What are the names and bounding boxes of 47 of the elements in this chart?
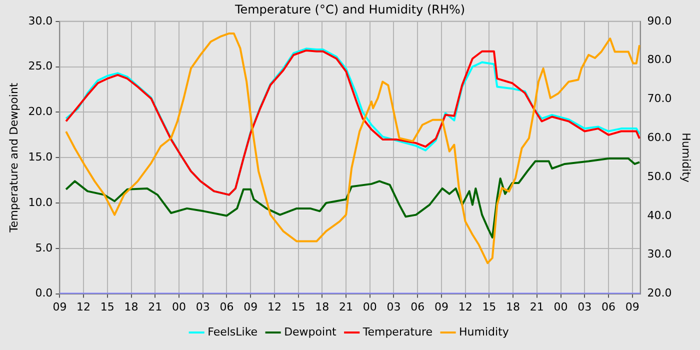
y-tick-label: 10.0 xyxy=(28,196,53,209)
legend-label: FeelsLike xyxy=(208,325,258,338)
x-tick-label: 18 xyxy=(506,300,520,314)
x-tick-label: 06 xyxy=(410,300,425,314)
y-axis-title: Temperature and Dewpoint xyxy=(7,82,20,234)
x-tick-label: 03 xyxy=(386,300,401,314)
x-tick-label: 21 xyxy=(148,300,162,314)
x-tick-label: 21 xyxy=(530,300,544,314)
y-tick-label: 5.0 xyxy=(35,241,53,254)
y-tick-label: 15.0 xyxy=(28,150,53,164)
y2-tick-label: 60.0 xyxy=(647,131,672,144)
legend-label: Humidity xyxy=(459,325,510,338)
y-tick-label: 25.0 xyxy=(28,60,53,73)
x-tick-label: 18 xyxy=(124,300,138,314)
y-tick-label: 30.0 xyxy=(28,14,53,28)
x-tick-label: 03 xyxy=(196,300,210,314)
x-tick-label: 06 xyxy=(601,300,616,314)
x-tick-label: 15 xyxy=(291,300,306,314)
x-tick-label: 15 xyxy=(100,300,114,314)
x-tick-label: 12 xyxy=(76,300,91,314)
y2-tick-label: 40.0 xyxy=(647,208,672,222)
x-tick-label: 18 xyxy=(315,300,330,314)
chart-title: Temperature (°C) and Humidity (RH%) xyxy=(234,2,466,16)
x-tick-label: 15 xyxy=(482,300,496,314)
y-tick-label: 20.0 xyxy=(28,105,53,118)
x-tick-label: 00 xyxy=(362,300,377,314)
y2-axis-title: Humidity xyxy=(680,132,693,184)
y2-tick-label: 80.0 xyxy=(647,53,672,66)
x-tick-label: 21 xyxy=(339,300,354,314)
y2-tick-label: 20.0 xyxy=(647,286,672,300)
legend-label: Temperature xyxy=(362,325,433,338)
x-tick-label: 12 xyxy=(267,300,282,314)
x-tick-label: 00 xyxy=(554,300,568,314)
x-tick-label: 09 xyxy=(244,300,258,314)
y2-tick-label: 70.0 xyxy=(647,92,672,106)
x-tick-label: 06 xyxy=(220,300,234,314)
legend-label: Dewpoint xyxy=(284,325,338,338)
x-tick-label: 09 xyxy=(625,300,640,314)
y2-tick-label: 30.0 xyxy=(647,248,672,261)
y2-tick-label: 50.0 xyxy=(647,170,672,183)
x-tick-label: 09 xyxy=(434,300,448,314)
x-tick-label: 09 xyxy=(52,300,67,314)
x-tick-label: 00 xyxy=(172,300,186,314)
y2-tick-label: 90.0 xyxy=(647,14,672,28)
x-tick-label: 03 xyxy=(578,300,592,314)
x-tick-label: 12 xyxy=(458,300,472,314)
y-tick-label: 0.0 xyxy=(35,286,53,300)
